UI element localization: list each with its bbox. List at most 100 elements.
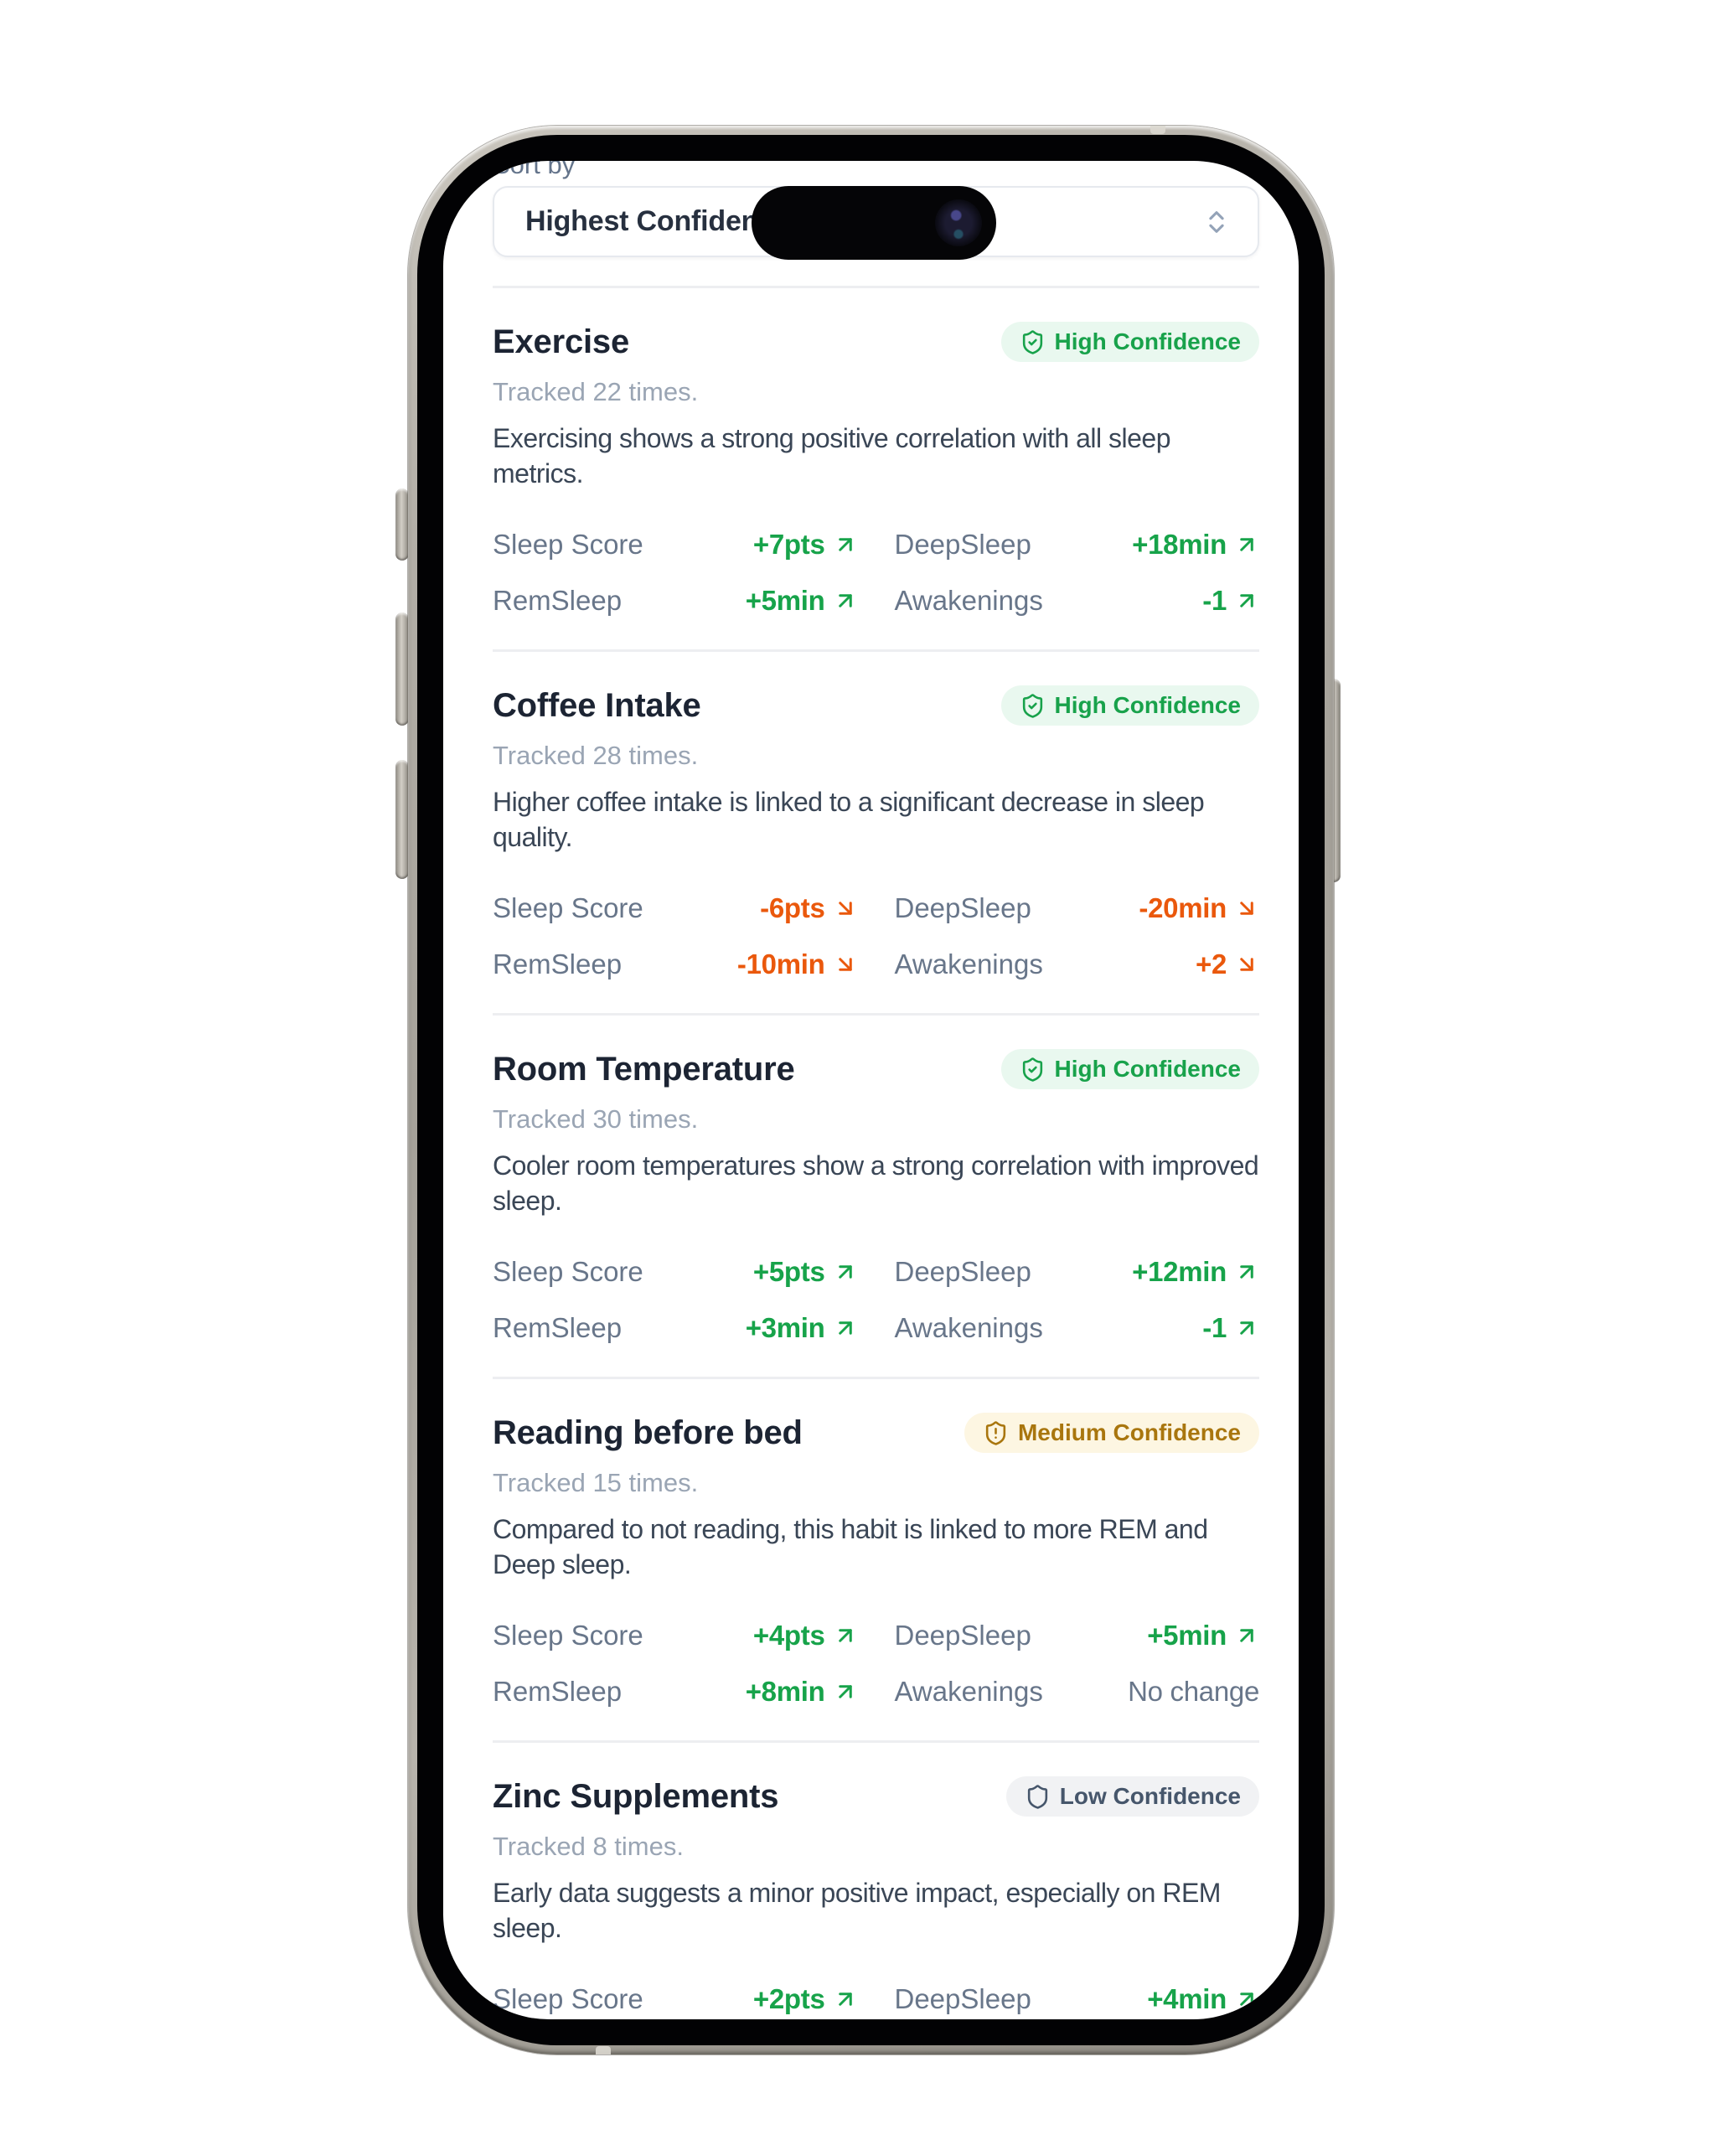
shield-alert-icon <box>985 1420 1006 1445</box>
card-description: Cooler room temperatures show a strong c… <box>493 1150 1259 1216</box>
metric-value: -20min <box>1139 892 1259 925</box>
metric-label: RemSleep <box>493 1676 623 1707</box>
trend-down-icon <box>838 958 852 971</box>
front-camera <box>935 199 982 246</box>
trend-up-icon <box>1240 594 1253 607</box>
badge-label: Medium Confidence <box>1017 1419 1241 1445</box>
metric-value: +12min <box>1132 1255 1259 1289</box>
metric-value: +5min <box>746 584 858 618</box>
shield-check-icon <box>1022 329 1042 354</box>
metric: Sleep Score +5pts <box>493 1255 858 1289</box>
metric: Sleep Score +7pts <box>493 528 858 561</box>
metric: RemSleep -10min <box>493 948 858 981</box>
metric-value: +4min <box>1147 1982 1259 2016</box>
badge-label: High Confidence <box>1054 692 1241 718</box>
shield-icon <box>1027 1784 1047 1809</box>
metric: Awakenings No change <box>895 1675 1260 1708</box>
metric-value: +4pts <box>753 1619 858 1652</box>
phone-bezel: Sort by Highest Confidence E <box>417 135 1325 2045</box>
volume-up-button <box>395 612 409 726</box>
metric: Sleep Score -6pts <box>493 892 858 925</box>
trend-up-icon <box>1240 1265 1253 1279</box>
metric: Sleep Score +4pts <box>493 1619 858 1652</box>
metric-label: RemSleep <box>493 948 623 979</box>
metric: RemSleep +8min <box>493 1675 858 1708</box>
badge-label: High Confidence <box>1054 1056 1241 1082</box>
trend-up-icon <box>838 538 852 551</box>
badge-label: High Confidence <box>1054 328 1241 354</box>
metric-value: +2pts <box>753 1982 858 2016</box>
metric-value: +5pts <box>753 1255 858 1289</box>
tracked-count: Tracked 15 times. <box>493 1468 699 1497</box>
metric-label: Sleep Score <box>493 1983 643 2014</box>
chevrons-up-down-icon <box>1209 210 1224 233</box>
metrics-grid: Sleep Score +7pts DeepSleep +18min RemSl… <box>493 528 1259 618</box>
metric-value: +2 <box>1196 948 1259 981</box>
insight-card: Reading before bed Medium Confidence Tra… <box>493 1377 1259 1740</box>
trend-up-icon <box>838 1265 852 1279</box>
metric-label: Awakenings <box>894 1312 1043 1343</box>
trend-up-icon <box>1240 1629 1253 1642</box>
metrics-grid: Sleep Score +2pts DeepSleep +4min <box>493 1982 1259 2016</box>
card-description: Early data suggests a minor positive imp… <box>493 1878 1221 1943</box>
trend-down-icon <box>1240 902 1253 915</box>
confidence-badge: High Confidence <box>1000 1049 1259 1089</box>
metric: Awakenings -1 <box>895 584 1260 618</box>
insight-card: Zinc Supplements Low Confidence Tracked … <box>493 1740 1259 2019</box>
metrics-grid: Sleep Score +4pts DeepSleep +5min RemSle… <box>493 1619 1259 1708</box>
trend-up-icon <box>838 594 852 607</box>
trend-up-icon <box>838 1321 852 1335</box>
card-title: Zinc Supplements <box>493 1778 779 1815</box>
trend-up-icon <box>838 1685 852 1698</box>
insight-card: Room Temperature High Confidence Tracked… <box>493 1013 1259 1377</box>
confidence-badge: Medium Confidence <box>964 1413 1259 1453</box>
metric-label: Awakenings <box>894 585 1043 616</box>
card-title: Exercise <box>493 323 629 360</box>
tracked-count: Tracked 30 times. <box>493 1104 699 1134</box>
metric: DeepSleep +5min <box>895 1619 1260 1652</box>
dynamic-island <box>752 186 996 260</box>
metric-label: DeepSleep <box>894 1983 1031 2014</box>
action-button <box>395 488 409 561</box>
phone-frame: Sort by Highest Confidence E <box>408 126 1334 2055</box>
metric-label: RemSleep <box>493 1312 623 1343</box>
metric-label: DeepSleep <box>894 1256 1031 1287</box>
card-description: Exercising shows a strong positive corre… <box>493 423 1171 488</box>
metric-label: Sleep Score <box>493 1620 643 1651</box>
metric: Sleep Score +2pts <box>493 1982 858 2016</box>
trend-up-icon <box>1240 1993 1253 2006</box>
badge-label: Low Confidence <box>1059 1783 1241 1809</box>
metric: Awakenings -1 <box>895 1311 1260 1345</box>
confidence-badge: Low Confidence <box>1005 1776 1259 1817</box>
metric-value: No change <box>1128 1676 1259 1707</box>
card-title: Room Temperature <box>493 1051 795 1088</box>
volume-down-button <box>395 760 409 879</box>
insight-card: Coffee Intake High Confidence Tracked 28… <box>493 649 1259 1013</box>
metric: DeepSleep +12min <box>895 1255 1260 1289</box>
antenna-band <box>596 2046 611 2055</box>
confidence-badge: High Confidence <box>1000 685 1259 726</box>
trend-up-icon <box>838 1629 852 1642</box>
metric-label: Awakenings <box>894 948 1043 979</box>
metric-value: +3min <box>746 1311 858 1345</box>
metrics-grid: Sleep Score +5pts DeepSleep +12min RemSl… <box>493 1255 1259 1345</box>
metric-label: Sleep Score <box>493 1256 643 1287</box>
metric-value: -10min <box>737 948 858 981</box>
metric-label: DeepSleep <box>894 1620 1031 1651</box>
confidence-badge: High Confidence <box>1000 322 1259 362</box>
trend-down-icon <box>838 902 852 915</box>
metric: RemSleep +3min <box>493 1311 858 1345</box>
metric-label: Awakenings <box>894 1676 1043 1707</box>
metric-value: +7pts <box>753 528 858 561</box>
metric: Awakenings +2 <box>895 948 1260 981</box>
metric: DeepSleep -20min <box>895 892 1260 925</box>
metric-value: +8min <box>746 1675 858 1708</box>
metric: DeepSleep +4min <box>895 1982 1260 2016</box>
tracked-count: Tracked 22 times. <box>493 377 699 406</box>
card-title: Reading before bed <box>493 1414 803 1451</box>
metric-value: +18min <box>1132 528 1259 561</box>
metrics-grid: Sleep Score -6pts DeepSleep -20min RemSl… <box>493 892 1259 981</box>
metric-label: DeepSleep <box>894 892 1031 923</box>
metric-label: RemSleep <box>493 585 623 616</box>
